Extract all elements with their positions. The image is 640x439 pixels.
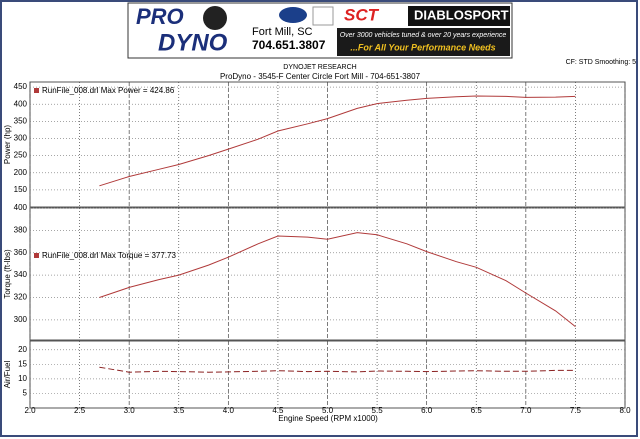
data-line [99,95,576,187]
y-tick-label: 400 [14,99,28,108]
x-tick-label: 3.0 [124,406,136,415]
city: Fort Mill, SC [252,26,313,38]
y-tick-label: 380 [14,225,28,234]
tagline-1: Over 3000 vehicles tuned & over 20 years… [340,32,507,39]
y-tick-label: 320 [14,293,28,302]
x-tick-label: 5.0 [322,406,334,415]
y-tick-label: 200 [14,168,28,177]
tagline-box [337,28,510,56]
x-tick-label: 4.5 [272,406,284,415]
y-tick-label: 300 [14,315,28,324]
ford-logo [279,7,307,23]
y-axis-title: Air/Fuel [3,360,12,388]
x-tick-label: 7.5 [570,406,582,415]
tagline-2: ...For All Your Performance Needs [350,42,495,52]
y-tick-label: 250 [14,151,28,160]
legend-label: RunFile_008.drl Max Torque = 377.73 [42,251,176,260]
x-tick-label: 6.5 [471,406,483,415]
data-line [99,366,576,373]
x-tick-label: 5.5 [372,406,384,415]
x-tick-label: 8.0 [619,406,631,415]
y-tick-label: 10 [18,374,27,383]
logo-top: PRO [136,4,184,29]
brand-2-box [408,6,510,26]
y-axis-title: Power (hp) [3,125,12,164]
brand-2: DIABLOSPORT [414,7,509,22]
legend-swatch [34,253,39,258]
y-tick-label: 450 [14,82,28,91]
phone: 704.651.3807 [252,38,326,52]
y-tick-label: 360 [14,248,28,257]
y-tick-label: 400 [14,203,28,212]
company: DYNOJET RESEARCH [283,64,356,71]
x-tick-label: 2.0 [24,406,36,415]
y-tick-label: 20 [18,345,27,354]
settings: CF: STD Smoothing: 5 [566,59,637,66]
y-tick-label: 15 [18,359,27,368]
x-tick-label: 7.0 [520,406,532,415]
legend-label: RunFile_008.drl Max Power = 424.86 [42,86,175,95]
dodge-logo [312,6,334,26]
shop: ProDyno - 3545-F Center Circle Fort Mill… [220,72,421,81]
legend-swatch [34,88,39,93]
y-axis-title: Torque (ft-lbs) [3,249,12,299]
banner: PRO DYNO Fort Mill, SC 704.651.3807 SCT … [127,2,513,59]
x-tick-label: 4.0 [223,406,235,415]
x-tick-label: 2.5 [74,406,86,415]
x-tick-label: 6.0 [421,406,433,415]
x-axis-title: Engine Speed (RPM x1000) [278,414,378,423]
tire-icon [203,6,227,30]
y-tick-label: 340 [14,270,28,279]
brand-1: SCT [344,5,380,24]
x-tick-label: 3.5 [173,406,185,415]
y-tick-label: 150 [14,185,28,194]
y-tick-label: 5 [23,389,28,398]
data-line [99,232,576,327]
y-tick-label: 300 [14,134,28,143]
y-tick-label: 350 [14,116,28,125]
logo-bottom: DYNO [158,29,228,56]
